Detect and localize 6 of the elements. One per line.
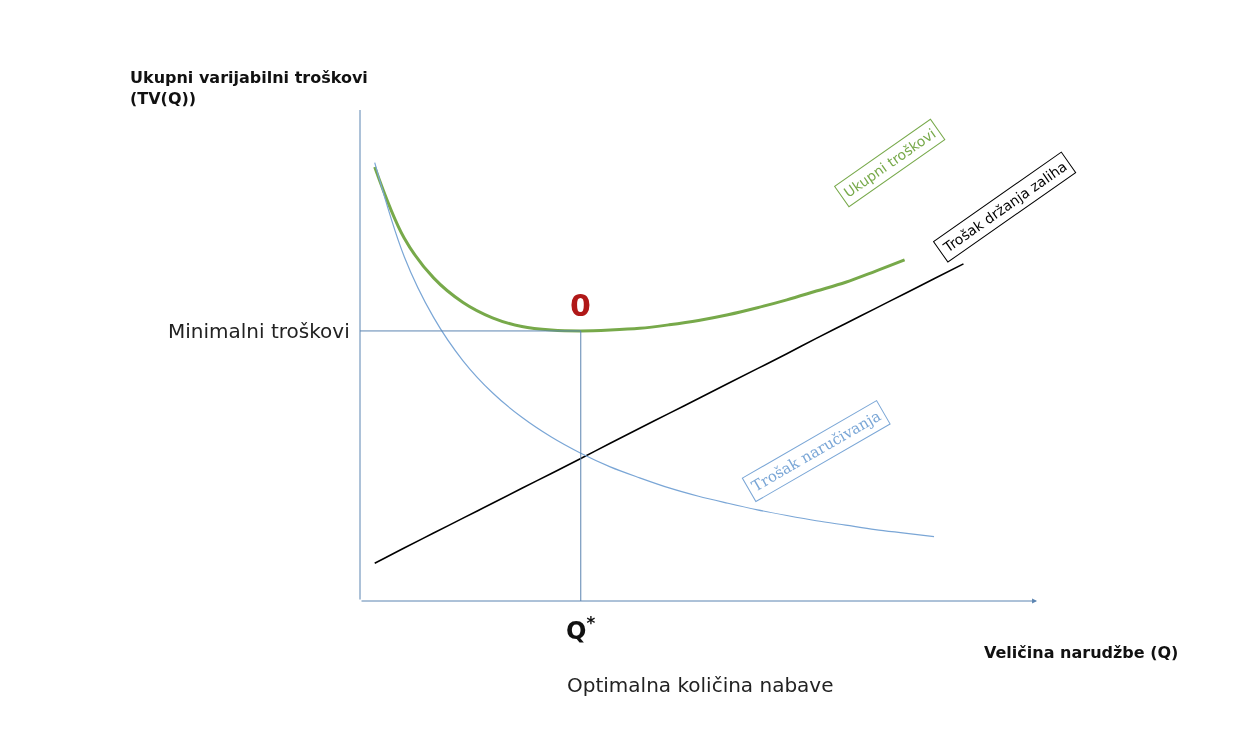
x-axis-title: Veličina narudžbe (Q) xyxy=(984,643,1179,662)
ref-line-label: Minimalni troškovi xyxy=(168,319,350,343)
annotation: 0 xyxy=(570,288,591,323)
text: Q$^{*}$ xyxy=(566,613,596,646)
y-axis-title: Ukupni varijabilni troškovi (TV(Q)) xyxy=(130,68,368,108)
text: Optimalna količina nabave xyxy=(567,673,834,697)
